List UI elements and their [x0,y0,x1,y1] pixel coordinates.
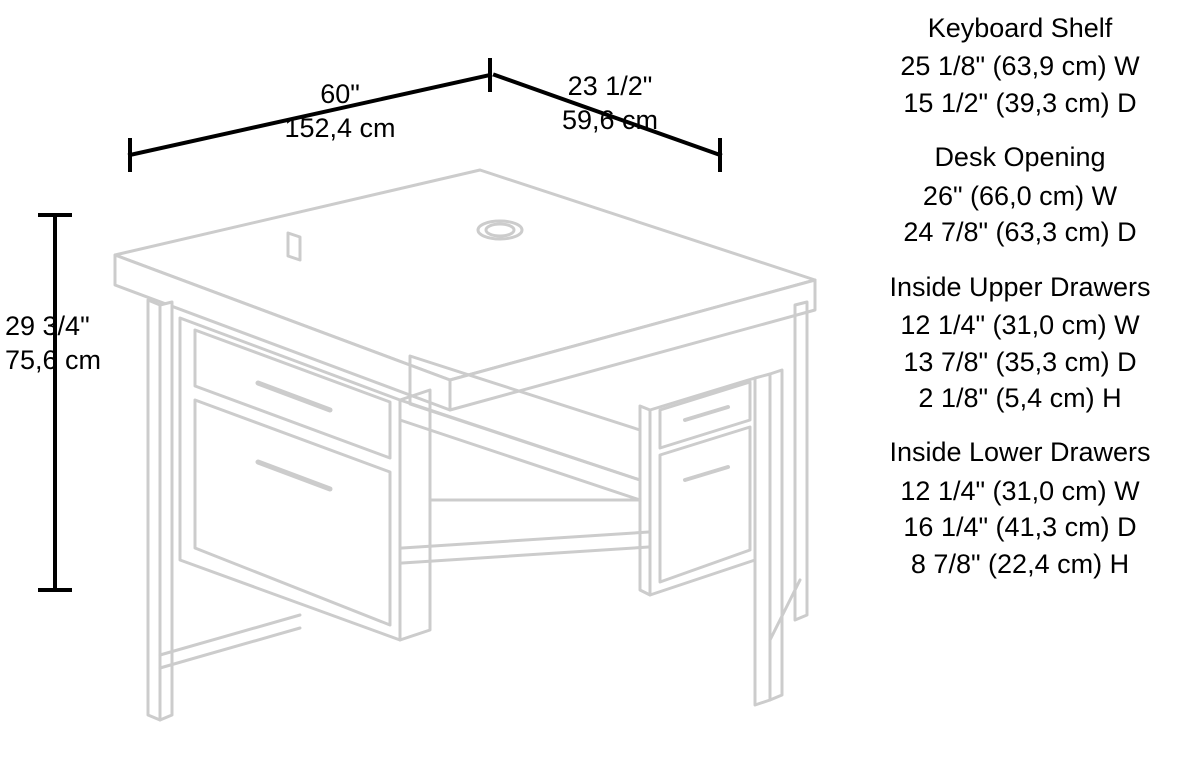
spec-title: Inside Upper Drawers [850,269,1190,305]
spec-group-upper-drawers: Inside Upper Drawers 12 1/4" (31,0 cm) W… [850,269,1190,417]
dim-depth-imperial: 23 1/2" [530,70,690,104]
spec-line: 12 1/4" (31,0 cm) W [850,473,1190,509]
spec-group-keyboard-shelf: Keyboard Shelf 25 1/8" (63,9 cm) W 15 1/… [850,10,1190,121]
spec-group-lower-drawers: Inside Lower Drawers 12 1/4" (31,0 cm) W… [850,434,1190,582]
spec-group-desk-opening: Desk Opening 26" (66,0 cm) W 24 7/8" (63… [850,139,1190,250]
dim-width-label: 60" 152,4 cm [250,78,430,146]
dim-depth-label: 23 1/2" 59,6 cm [530,70,690,138]
spec-title: Desk Opening [850,139,1190,175]
specs-panel: Keyboard Shelf 25 1/8" (63,9 cm) W 15 1/… [850,10,1190,600]
spec-line: 8 7/8" (22,4 cm) H [850,546,1190,582]
spec-line: 13 7/8" (35,3 cm) D [850,344,1190,380]
spec-line: 26" (66,0 cm) W [850,178,1190,214]
dim-depth-metric: 59,6 cm [530,104,690,138]
dim-height-imperial: 29 3/4" [5,310,135,344]
spec-line: 15 1/2" (39,3 cm) D [850,85,1190,121]
dim-height-label: 29 3/4" 75,6 cm [5,310,135,378]
diagram-area: 60" 152,4 cm 23 1/2" 59,6 cm 29 3/4" 75,… [0,0,850,778]
spec-line: 12 1/4" (31,0 cm) W [850,307,1190,343]
spec-line: 25 1/8" (63,9 cm) W [850,48,1190,84]
container: 60" 152,4 cm 23 1/2" 59,6 cm 29 3/4" 75,… [0,0,1200,778]
spec-line: 16 1/4" (41,3 cm) D [850,509,1190,545]
spec-title: Keyboard Shelf [850,10,1190,46]
dim-height-metric: 75,6 cm [5,344,135,378]
spec-line: 24 7/8" (63,3 cm) D [850,214,1190,250]
dim-width-metric: 152,4 cm [250,112,430,146]
spec-title: Inside Lower Drawers [850,434,1190,470]
spec-line: 2 1/8" (5,4 cm) H [850,380,1190,416]
dim-width-imperial: 60" [250,78,430,112]
